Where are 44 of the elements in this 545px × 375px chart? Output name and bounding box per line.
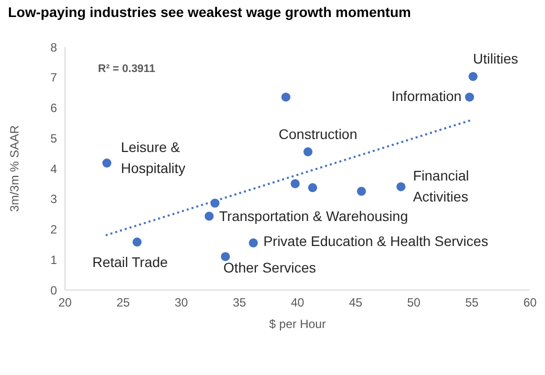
y-tick-label: 1 (50, 252, 58, 267)
x-tick-label: 45 (348, 296, 363, 310)
point (303, 147, 312, 156)
y-tick-label: 4 (50, 162, 58, 176)
annotation: Information (392, 88, 462, 104)
y-axis-title: 3m/3m % SAAR (7, 124, 22, 212)
annotation: Private Education & Health Services (263, 232, 488, 249)
annotation: Construction (278, 126, 358, 142)
annotation: Other Services (223, 260, 316, 276)
annotation: Financial Activities (412, 168, 469, 205)
point (220, 252, 230, 262)
x-tick-label: 60 (523, 296, 537, 310)
point (308, 183, 318, 192)
x-tick-label: 20 (58, 296, 72, 310)
x-tick-label: 50 (407, 296, 421, 310)
point (248, 238, 258, 248)
point (132, 238, 142, 247)
y-tick-label: 3 (50, 192, 58, 206)
y-tick-label: 6 (50, 101, 58, 116)
y-tick-label: 7 (50, 70, 58, 85)
point (290, 179, 300, 188)
x-axis-title: $ per Hour (269, 317, 326, 331)
annotation: Transportation & Warehousing (219, 208, 408, 224)
y-tick-label: 5 (50, 131, 58, 146)
y-tick-label: 0 (50, 283, 58, 298)
chart-title: Low-paying industries see weakest wage growth momentum (8, 4, 411, 20)
point (396, 182, 406, 192)
annotation: Utilities (473, 50, 518, 66)
point (468, 72, 478, 81)
annotation: Leisure & Hospitality (120, 139, 186, 176)
point (281, 92, 290, 102)
x-tick-label: 30 (174, 296, 188, 310)
y-tick-label: 2 (50, 222, 58, 237)
x-tick-label: 35 (232, 296, 246, 310)
point (465, 92, 474, 102)
point (356, 186, 366, 196)
point (102, 158, 112, 168)
point (204, 212, 214, 221)
annotation: R² = 0.3911 (98, 63, 156, 75)
x-tick-label: 25 (116, 296, 130, 310)
annotation: Retail Trade (92, 254, 168, 270)
x-tick-label: 55 (465, 296, 479, 310)
x-tick-label: 40 (290, 296, 304, 310)
y-tick-label: 8 (50, 40, 58, 54)
